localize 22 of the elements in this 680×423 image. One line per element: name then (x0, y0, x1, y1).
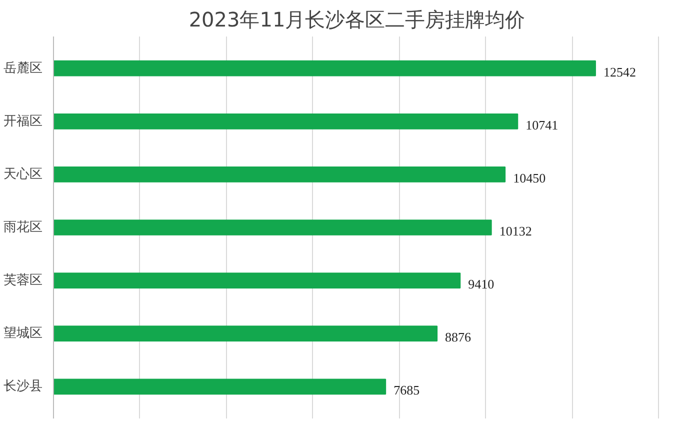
data-label: 10450 (513, 170, 546, 186)
y-tick-label: 开福区 (4, 114, 42, 129)
bar (54, 378, 386, 395)
bar (54, 220, 492, 236)
data-label: 10741 (526, 117, 558, 132)
data-label: 7685 (394, 382, 420, 398)
y-tick-label: 岳麓区 (4, 60, 42, 76)
bar (54, 166, 506, 182)
data-label: 12542 (603, 64, 636, 80)
data-label: 8876 (445, 330, 472, 345)
y-tick-label: 望城区 (4, 326, 42, 342)
data-label: 9410 (468, 276, 494, 292)
y-tick-label: 天心区 (4, 166, 42, 182)
y-tick-label: 雨花区 (4, 220, 42, 235)
data-label: 10132 (499, 224, 532, 238)
bar (54, 60, 596, 76)
bar (54, 113, 518, 130)
bar (54, 272, 461, 288)
bar (54, 326, 438, 342)
y-tick-label: 长沙县 (4, 379, 42, 394)
y-tick-label: 芙蓉区 (4, 273, 42, 288)
chart-title: 2023年11月长沙各区二手房挂牌均价 (188, 8, 526, 32)
